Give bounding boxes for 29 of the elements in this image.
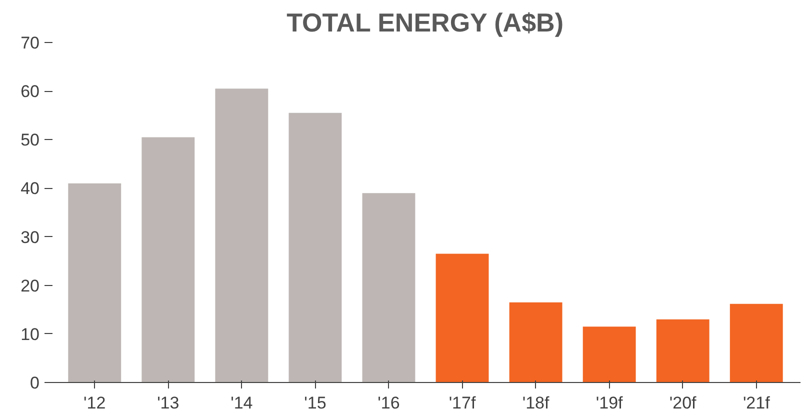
bar [730, 304, 783, 382]
x-tick-label: '18f [522, 394, 550, 412]
y-tick-label: 30 [20, 228, 40, 247]
x-tick-label: '17f [448, 394, 476, 412]
x-tick-label: '20f [669, 394, 697, 412]
bar [215, 88, 268, 382]
x-tick-label: '19f [596, 394, 624, 412]
x-tick-label: '16 [378, 394, 400, 412]
bar [436, 254, 489, 382]
bar [509, 302, 562, 382]
x-tick-label: '21f [742, 394, 770, 412]
y-tick-label: 0 [30, 374, 40, 392]
y-tick-label: 10 [20, 324, 40, 344]
y-tick-label: 40 [20, 179, 40, 198]
bar [68, 183, 122, 382]
x-tick-label: '12 [84, 394, 106, 412]
bar [656, 319, 710, 382]
bar [362, 193, 416, 382]
y-tick-label: 70 [20, 34, 40, 52]
bar [288, 112, 342, 382]
y-tick-label: 50 [20, 130, 40, 150]
x-tick-label: '14 [230, 394, 253, 412]
y-tick-label: 60 [20, 82, 40, 102]
x-tick-label: '13 [157, 394, 180, 412]
bar [142, 137, 195, 382]
x-tick-label: '15 [304, 394, 326, 412]
chart-title: TOTAL ENERGY (A$B) [286, 8, 564, 38]
y-tick-label: 20 [20, 276, 40, 296]
bar [582, 326, 636, 382]
